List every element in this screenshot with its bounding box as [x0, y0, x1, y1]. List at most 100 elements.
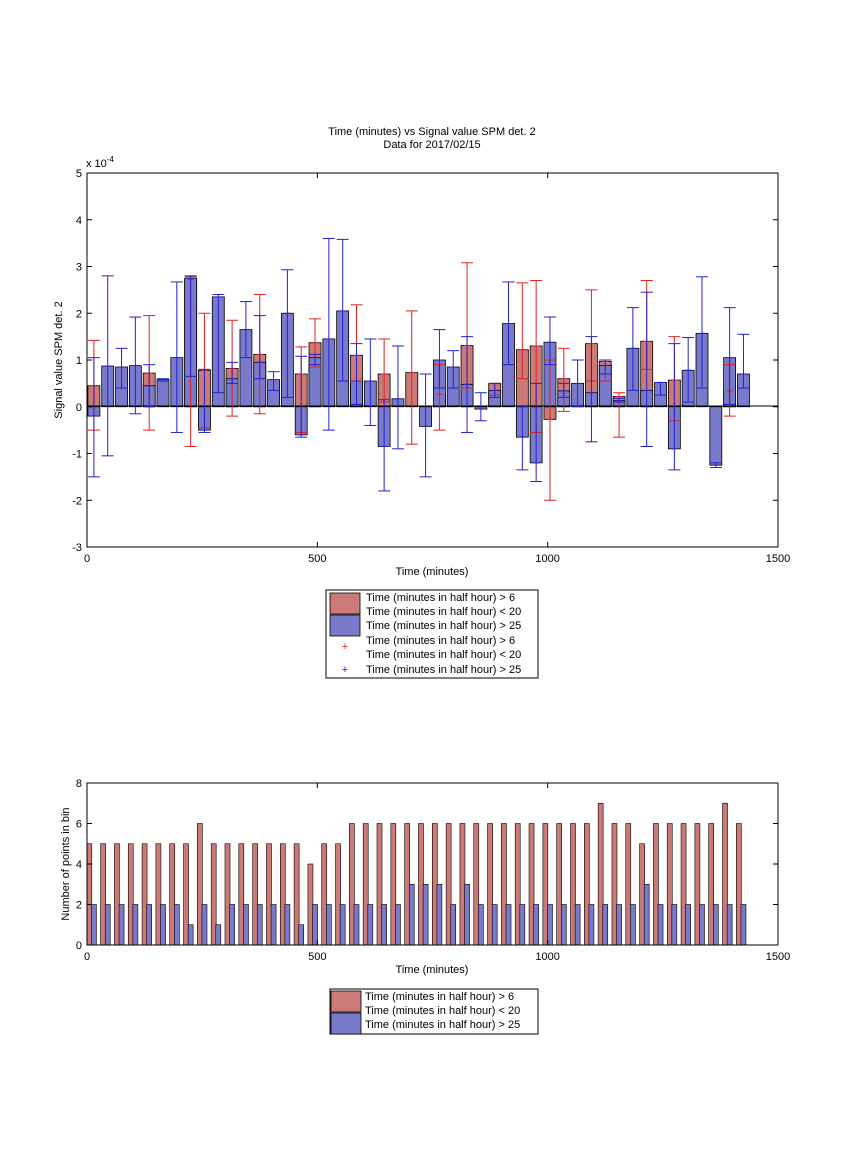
count-bar-red	[307, 863, 314, 946]
bottom-chart-legend-box	[329, 988, 539, 1035]
top-chart-y-ticks: -3 -2 -1 0 1 2 3 4 5	[72, 168, 778, 554]
count-bar-red	[141, 843, 148, 946]
top-chart-x-tick-label: 1500	[766, 553, 790, 565]
count-bar-red	[625, 823, 632, 946]
count-bar-blue	[726, 904, 733, 946]
legend-patch-red	[329, 592, 361, 615]
count-bar-red	[349, 823, 355, 946]
bottom-chart-bars	[86, 802, 747, 946]
count-bar-red	[514, 823, 521, 946]
count-bar-blue	[533, 904, 539, 946]
count-bar-blue	[685, 904, 691, 946]
bar-blue	[709, 406, 723, 466]
count-bar-blue	[187, 924, 194, 946]
count-bar-blue	[436, 883, 443, 946]
bottom-chart-x-tick-label: 1500	[766, 951, 790, 963]
bottom-chart-x-tick-label: 1000	[535, 951, 559, 963]
count-bar-blue	[284, 904, 291, 946]
count-bar-blue	[381, 904, 387, 946]
count-bar-blue	[353, 904, 360, 946]
bottom-legend-item-1: Time (minutes in half hour) > 6	[365, 991, 514, 1003]
count-bar-red	[445, 823, 452, 946]
top-chart-x-ticks: 0 500 1000 1500	[84, 173, 790, 565]
count-bar-blue	[643, 883, 650, 946]
count-bar-red	[432, 823, 438, 946]
count-bar-blue	[270, 904, 277, 946]
legend-plus-blue-icon: +	[342, 664, 348, 676]
count-bar-red	[376, 823, 383, 946]
count-bar-red	[404, 823, 410, 946]
bar-blue	[156, 379, 170, 408]
bottom-chart-y-tick-label: 8	[76, 778, 82, 790]
bottom-chart-y-tick-label: 4	[76, 859, 82, 871]
top-chart-exponent: x 10-4	[86, 155, 114, 170]
count-bar-red	[321, 843, 328, 946]
count-bar-blue	[298, 924, 305, 946]
count-bar-red	[224, 843, 231, 946]
count-bar-red	[114, 843, 120, 946]
top-chart-legend: + + Time (minutes in half hour) > 6 Time…	[325, 589, 539, 679]
count-bar-red	[169, 843, 176, 946]
count-bar-red	[722, 802, 728, 946]
count-bar-blue	[132, 904, 139, 946]
count-bar-red	[542, 823, 549, 946]
count-bar-blue	[201, 904, 208, 946]
bottom-chart-x-tick-label: 500	[308, 951, 326, 963]
count-bar-red	[362, 823, 369, 946]
count-bar-red	[335, 843, 341, 946]
count-bar-blue	[630, 904, 636, 946]
top-legend-item-1: Time (minutes in half hour) > 6	[366, 592, 515, 604]
count-bar-blue	[505, 904, 512, 946]
count-bar-red	[390, 823, 397, 946]
top-legend-item-3: Time (minutes in half hour) > 25	[366, 620, 521, 632]
top-chart-y-tick-label: -1	[72, 449, 82, 461]
top-legend-item-2: Time (minutes in half hour) < 20	[366, 606, 521, 618]
legend-plus-red-icon: +	[342, 641, 348, 653]
count-bar-blue	[243, 904, 249, 946]
count-bar-red	[666, 823, 673, 946]
count-bar-red	[183, 843, 189, 946]
count-bar-red	[597, 802, 604, 946]
bottom-chart-legend: Time (minutes in half hour) > 6 Time (mi…	[329, 988, 539, 1035]
bottom-legend-patch-red	[330, 990, 362, 1013]
bottom-chart: 0 500 1000 1500 0 2 4 6 8 Time (minutes) Number…	[60, 778, 790, 1035]
top-chart-bars	[87, 277, 750, 466]
top-legend-item-6: Time (minutes in half hour) > 25	[366, 664, 521, 676]
count-bar-red	[197, 823, 203, 946]
count-bar-blue	[395, 904, 401, 946]
count-bar-blue	[464, 883, 470, 946]
top-chart: Time (minutes) vs Signal value SPM det. …	[53, 126, 790, 679]
top-chart-title: Time (minutes) vs Signal value SPM det. …	[328, 126, 535, 138]
count-bar-red	[584, 823, 590, 946]
top-chart-y-tick-label: 4	[76, 215, 82, 227]
top-chart-y-tick-label: 1	[76, 355, 82, 367]
count-bar-red	[528, 823, 535, 946]
count-bar-blue	[256, 904, 263, 946]
top-chart-y-tick-label: -3	[72, 542, 82, 554]
count-bar-red	[556, 823, 562, 946]
count-bar-red	[86, 843, 93, 946]
count-bar-red	[694, 823, 701, 946]
count-bar-blue	[588, 904, 595, 946]
count-bar-blue	[491, 904, 498, 946]
count-bar-blue	[118, 904, 125, 946]
count-bar-blue	[699, 904, 705, 946]
count-bar-red	[210, 843, 217, 946]
count-bar-blue	[547, 904, 553, 946]
count-bar-red	[736, 823, 742, 946]
bottom-legend-item-2: Time (minutes in half hour) < 20	[365, 1005, 520, 1017]
bottom-legend-item-3: Time (minutes in half hour) > 25	[365, 1019, 520, 1031]
top-chart-legend-box	[325, 589, 539, 679]
count-bar-red	[155, 843, 162, 946]
count-bar-red	[653, 823, 659, 946]
bottom-chart-y-tick-label: 0	[76, 940, 82, 952]
count-bar-blue	[215, 924, 222, 946]
bottom-chart-x-ticks: 0 500 1000 1500	[84, 783, 790, 963]
bottom-chart-x-label: Time (minutes)	[396, 964, 469, 976]
count-bar-blue	[339, 904, 346, 946]
count-bar-red	[501, 823, 507, 946]
count-bar-blue	[478, 904, 484, 946]
count-bar-blue	[519, 904, 526, 946]
bottom-chart-y-tick-label: 2	[76, 900, 82, 912]
